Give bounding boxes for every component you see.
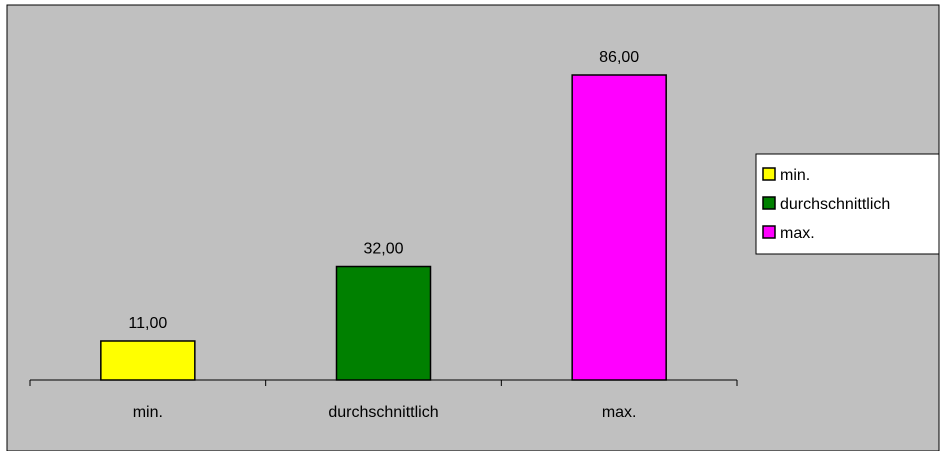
bar-1 (100, 340, 196, 381)
legend-label: durchschnittlich (780, 196, 890, 213)
legend-swatch (762, 167, 776, 181)
value-label: 11,00 (128, 315, 167, 332)
legend-label: min. (780, 167, 810, 184)
legend-label: max. (780, 225, 815, 242)
legend-swatch (762, 196, 776, 210)
bar-2 (335, 265, 432, 381)
legend: min. durchschnittlich max. (755, 153, 940, 255)
bar-3 (571, 74, 667, 381)
x-tick-label: min. (133, 404, 163, 421)
value-labels-layer: 11,00 32,00 86,00 (128, 49, 639, 332)
value-label: 86,00 (599, 49, 639, 66)
value-label: 32,00 (363, 241, 403, 258)
x-axis: min. durchschnittlich max. (29, 379, 738, 421)
legend-swatch (762, 225, 776, 239)
x-tick-label: max. (602, 404, 637, 421)
legend-box (755, 153, 940, 255)
bars-layer (100, 74, 667, 381)
x-tick-label: durchschnittlich (328, 404, 438, 421)
